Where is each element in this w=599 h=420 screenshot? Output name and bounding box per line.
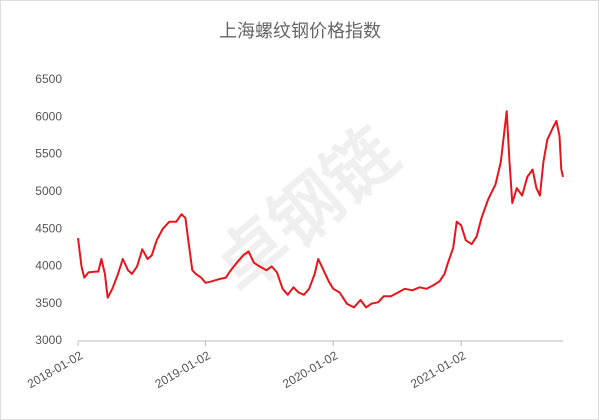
y-tick-label: 6500 <box>35 72 62 86</box>
chart-title: 上海螺纹钢价格指数 <box>219 21 381 41</box>
line <box>77 110 564 309</box>
y-tick-label: 5500 <box>35 147 62 161</box>
y-tick-label: 5000 <box>35 184 62 198</box>
y-tick-label: 4000 <box>35 259 62 273</box>
y-tick-label: 4500 <box>35 221 62 235</box>
y-tick-label: 6000 <box>35 109 62 123</box>
y-tick-label: 3000 <box>35 333 62 347</box>
y-tick-label: 3500 <box>35 296 62 310</box>
